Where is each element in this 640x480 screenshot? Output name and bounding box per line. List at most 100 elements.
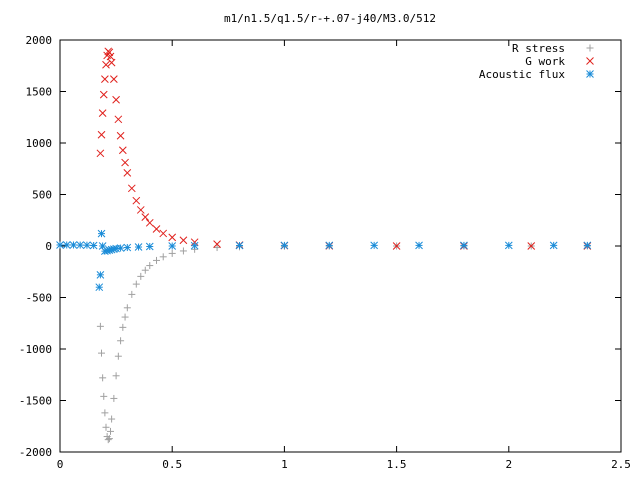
data-point xyxy=(159,229,168,238)
data-point xyxy=(179,236,188,245)
data-point xyxy=(114,352,122,360)
data-point xyxy=(145,218,154,227)
data-point xyxy=(136,206,145,214)
data-point xyxy=(97,130,106,139)
legend-label: R stress xyxy=(512,42,565,55)
data-point xyxy=(69,241,78,249)
data-point xyxy=(117,337,125,345)
data-point xyxy=(97,229,106,238)
data-point xyxy=(121,313,129,321)
data-point xyxy=(102,60,110,69)
chart-title: m1/n1.5/q1.5/r-+.07-j40/M3.0/512 xyxy=(224,12,436,25)
data-point xyxy=(96,270,105,279)
data-point xyxy=(118,146,127,155)
y-tick-label: 1000 xyxy=(26,137,53,150)
data-point xyxy=(168,242,177,250)
y-tick-label: 1500 xyxy=(26,86,53,99)
legend-marker xyxy=(586,57,594,65)
x-tick-label: 1 xyxy=(281,458,288,471)
legend-marker xyxy=(586,44,594,52)
data-point xyxy=(112,95,120,104)
data-point xyxy=(213,240,221,248)
legend-label: G work xyxy=(525,55,565,68)
data-point xyxy=(415,241,423,250)
data-point xyxy=(132,196,141,205)
data-point xyxy=(98,349,106,357)
data-point xyxy=(168,249,176,257)
data-point xyxy=(110,394,118,402)
y-tick-label: 0 xyxy=(45,240,52,253)
axis-ticks: 0 0.5 1 1.5 2 2.5 -2000 -1500 -1000 -500 0 500 1000 1… xyxy=(19,34,631,471)
x-tick-label: 2 xyxy=(505,458,512,471)
data-point xyxy=(62,241,71,249)
data-point xyxy=(104,436,112,444)
x-tick-label: 0.5 xyxy=(162,458,182,471)
data-point xyxy=(152,225,161,233)
data-point xyxy=(280,241,289,250)
data-point xyxy=(96,322,104,330)
y-tick-label: -1000 xyxy=(19,343,52,356)
data-point xyxy=(100,392,108,400)
data-point xyxy=(112,372,120,380)
data-point xyxy=(549,241,558,250)
data-point xyxy=(392,242,401,250)
series-2 xyxy=(96,47,592,250)
data-point xyxy=(128,290,136,298)
data-point xyxy=(370,241,379,250)
data-point xyxy=(99,374,107,382)
data-point xyxy=(325,241,334,250)
data-point xyxy=(504,241,513,250)
data-point xyxy=(89,241,98,250)
legend-marker xyxy=(586,70,594,78)
data-point xyxy=(98,109,107,117)
series-1 xyxy=(96,242,591,444)
data-point xyxy=(106,52,115,61)
data-point xyxy=(190,238,199,247)
data-point xyxy=(159,253,167,261)
data-point xyxy=(123,169,132,177)
y-tick-label: -1500 xyxy=(19,395,52,408)
y-tick-label: 2000 xyxy=(26,34,53,47)
data-point xyxy=(83,241,91,250)
data-point xyxy=(527,242,536,250)
data-point xyxy=(96,149,105,158)
data-point xyxy=(116,244,125,252)
data-point xyxy=(95,283,104,292)
y-tick-label: -500 xyxy=(26,292,53,305)
y-tick-label: 500 xyxy=(32,189,52,202)
data-point xyxy=(123,243,132,252)
data-point xyxy=(101,75,109,83)
x-tick-label: 0 xyxy=(57,458,64,471)
data-point xyxy=(134,243,143,251)
data-point xyxy=(107,58,116,67)
x-tick-label: 2.5 xyxy=(611,458,631,471)
data-point xyxy=(110,75,118,83)
data-point xyxy=(116,131,125,140)
data-point xyxy=(583,241,592,250)
data-point xyxy=(152,256,160,264)
data-marks xyxy=(56,47,592,444)
data-point xyxy=(145,242,154,251)
data-point xyxy=(137,272,145,280)
data-point xyxy=(56,241,64,249)
data-point xyxy=(235,241,244,250)
y-tick-label: -2000 xyxy=(19,446,52,459)
data-point xyxy=(213,244,221,252)
plot-frame xyxy=(59,39,622,453)
data-point xyxy=(123,304,131,312)
data-point xyxy=(101,409,109,417)
data-point xyxy=(102,423,110,431)
data-point xyxy=(119,323,127,331)
data-point xyxy=(146,262,154,270)
data-point xyxy=(168,233,177,242)
data-point xyxy=(127,184,136,193)
data-point xyxy=(460,241,468,250)
data-point xyxy=(106,427,114,435)
data-point xyxy=(141,266,149,274)
data-point xyxy=(179,247,187,255)
data-point xyxy=(108,415,116,423)
legend-label: Acoustic flux xyxy=(479,68,565,81)
data-point xyxy=(141,213,150,222)
